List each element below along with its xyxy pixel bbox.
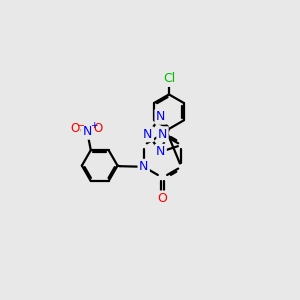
- Text: N: N: [158, 128, 167, 141]
- Text: N: N: [143, 128, 153, 141]
- Text: Cl: Cl: [163, 73, 175, 85]
- Text: +: +: [90, 121, 98, 130]
- Text: N: N: [139, 160, 148, 173]
- Text: O: O: [158, 192, 167, 205]
- Text: O: O: [93, 122, 102, 135]
- Text: N: N: [156, 145, 165, 158]
- Text: −: −: [77, 121, 85, 131]
- Text: N: N: [156, 110, 165, 123]
- Text: O: O: [70, 122, 80, 135]
- Text: N: N: [82, 125, 92, 138]
